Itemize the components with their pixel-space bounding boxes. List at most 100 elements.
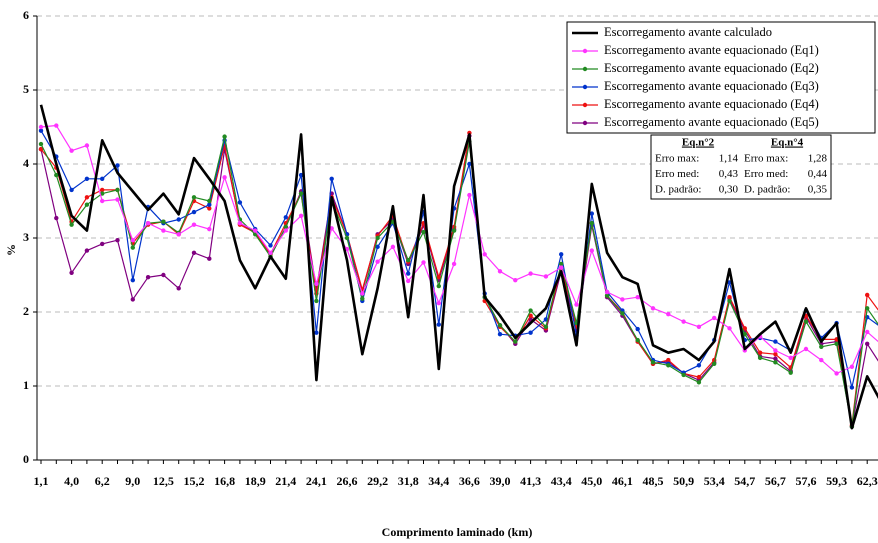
point <box>681 319 686 324</box>
point <box>283 215 288 220</box>
x-tick-label: 16,8 <box>214 474 235 488</box>
point <box>390 244 396 250</box>
point <box>451 228 457 233</box>
stats-value: 0,44 <box>808 168 828 180</box>
point <box>421 260 426 265</box>
point <box>773 360 778 365</box>
stats-label: Erro max: <box>655 153 699 165</box>
point <box>788 355 793 361</box>
point <box>727 326 732 331</box>
point <box>54 123 59 128</box>
point <box>528 330 533 335</box>
x-tick-label: 59,3 <box>826 474 847 488</box>
point <box>436 283 441 289</box>
x-tick-label: 6,2 <box>95 474 110 488</box>
stats-header: Eq.n°4 <box>771 137 804 149</box>
legend-marker <box>582 66 588 72</box>
point <box>54 215 59 221</box>
legend-marker <box>582 84 588 90</box>
point <box>513 339 518 344</box>
point <box>130 277 135 283</box>
point <box>191 250 197 255</box>
point <box>176 286 181 291</box>
point <box>360 291 365 296</box>
point <box>161 219 166 224</box>
point <box>161 228 166 233</box>
point <box>207 202 212 207</box>
point <box>497 332 503 337</box>
point <box>237 221 243 226</box>
point <box>467 192 472 198</box>
point <box>666 312 671 317</box>
point <box>100 191 105 196</box>
point <box>666 357 671 363</box>
x-tick-label: 57,6 <box>796 474 817 488</box>
point <box>742 326 747 331</box>
x-tick-label: 26,6 <box>337 474 358 488</box>
point <box>237 200 243 205</box>
stats-label: Erro max: <box>744 153 788 165</box>
point <box>696 363 702 368</box>
point <box>406 258 411 263</box>
x-tick-label: 4,0 <box>64 474 79 488</box>
point <box>757 355 763 361</box>
x-tick-label: 9,0 <box>125 474 140 488</box>
point <box>773 348 778 353</box>
series-line <box>40 132 878 426</box>
point <box>497 269 503 274</box>
point <box>38 128 44 133</box>
point <box>191 195 197 200</box>
point <box>268 243 273 248</box>
point <box>620 311 625 316</box>
x-tick-label: 18,9 <box>245 474 266 488</box>
point <box>100 198 105 204</box>
point <box>69 222 74 227</box>
point <box>497 323 503 328</box>
x-tick-label: 21,4 <box>275 474 296 488</box>
point <box>207 226 212 232</box>
series-line <box>40 136 878 428</box>
point <box>773 351 778 357</box>
point <box>543 274 549 279</box>
point <box>176 217 181 222</box>
point <box>819 344 824 349</box>
point <box>145 275 151 280</box>
point <box>666 363 671 368</box>
x-tick-label: 43,4 <box>551 474 572 488</box>
point <box>773 356 778 361</box>
point <box>620 297 625 302</box>
point <box>696 380 702 385</box>
point <box>788 370 793 375</box>
point <box>84 176 90 181</box>
x-tick-label: 36,6 <box>459 474 480 488</box>
point <box>38 124 44 130</box>
point <box>298 213 304 218</box>
point <box>696 374 702 380</box>
stats-header: Eq.n°2 <box>682 137 715 149</box>
point <box>528 271 533 276</box>
point <box>849 364 855 369</box>
point <box>69 148 74 153</box>
point <box>712 315 717 321</box>
legend-marker <box>582 120 588 126</box>
point <box>513 277 518 283</box>
point <box>100 176 105 181</box>
x-tick-label: 50,9 <box>673 474 694 488</box>
point <box>298 172 304 178</box>
x-tick-label: 1,1 <box>34 474 49 488</box>
point <box>375 235 380 241</box>
legend-marker <box>582 102 588 108</box>
point <box>865 329 870 335</box>
point <box>314 330 319 335</box>
point <box>298 191 304 196</box>
stats-box <box>650 134 832 200</box>
legend-marker <box>582 48 588 54</box>
x-tick-label: 41,3 <box>520 474 541 488</box>
point <box>589 248 594 253</box>
stats-label: Erro med: <box>655 168 699 180</box>
point <box>834 341 839 347</box>
x-tick-label: 24,1 <box>306 474 327 488</box>
point <box>727 295 732 300</box>
series-area <box>38 104 878 430</box>
